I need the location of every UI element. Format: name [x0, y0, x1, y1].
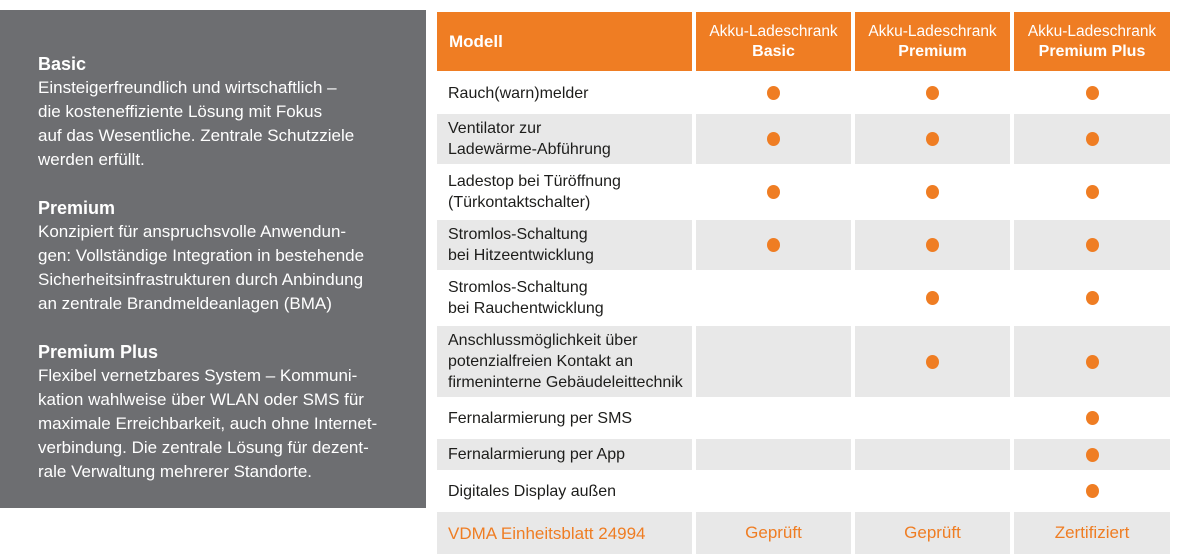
included-dot-icon: [1085, 185, 1099, 199]
included-dot-icon: [1085, 86, 1099, 100]
included-dot-icon: [1085, 238, 1099, 252]
certification-cell: Geprüft: [855, 512, 1010, 554]
header-cell-modell: Modell: [437, 12, 692, 71]
certification-cell: Geprüft: [696, 512, 851, 554]
feature-not-included-cell: [696, 473, 851, 509]
included-dot-icon: [1085, 447, 1099, 462]
feature-not-included-cell: [696, 400, 851, 436]
included-dot-icon: [767, 185, 780, 199]
feature-not-included-cell: [855, 439, 1010, 470]
model-name-line1: Akku-Ladeschrank: [868, 22, 997, 40]
feature-not-included-cell: [696, 273, 851, 323]
feature-not-included-cell: [696, 326, 851, 397]
table-row: VDMA Einheitsblatt 24994 Geprüft Geprüft Ze…: [437, 512, 1170, 554]
included-dot-icon: [926, 185, 939, 199]
model-name-line1: Akku-Ladeschrank: [1027, 22, 1157, 40]
feature-included-cell: [855, 114, 1010, 164]
included-dot-icon: [926, 86, 939, 100]
feature-included-cell: [696, 167, 851, 217]
feature-included-cell: [855, 167, 1010, 217]
feature-not-included-cell: [855, 473, 1010, 509]
included-dot-icon: [767, 86, 780, 100]
included-dot-icon: [926, 238, 939, 252]
feature-included-cell: [855, 75, 1010, 111]
included-dot-icon: [1085, 132, 1099, 146]
feature-included-cell: [696, 220, 851, 270]
model-name-line2: Premium: [898, 42, 967, 60]
included-dot-icon: [1085, 411, 1099, 425]
feature-label: Stromlos-Schaltung bei Rauchentwicklung: [448, 279, 604, 317]
feature-label: Stromlos-Schaltung bei Hitzeentwicklung: [437, 220, 692, 270]
section-title-basic: Basic: [38, 54, 87, 74]
section-title-premium: Premium: [38, 198, 116, 218]
feature-included-cell: [1014, 439, 1170, 470]
table-row: Rauch(warn)melder: [437, 75, 1170, 111]
header-cell-premium-plus: Akku-Ladeschrank Premium Plus: [1014, 12, 1170, 71]
included-dot-icon: [926, 291, 939, 305]
feature-label: Ventilator zur Ladewärme-Abführung: [437, 114, 692, 164]
model-description-panel: Basic Einsteigerfreundlich und wirtschaf…: [0, 10, 426, 508]
model-name-line2: Basic: [752, 42, 795, 60]
section-body-premium-plus: Flexibel vernetzbares System – Kommuni- …: [38, 366, 378, 481]
feature-label: VDMA Einheitsblatt 24994: [437, 512, 692, 554]
feature-label: Anschlussmöglichkeit über potenzialfreie…: [437, 326, 692, 397]
feature-included-cell: [1014, 400, 1170, 436]
feature-included-cell: [696, 114, 851, 164]
included-dot-icon: [767, 132, 780, 146]
table-row: Digitales Display außen: [437, 473, 1170, 509]
table-row: Anschlussmöglichkeit über potenzialfreie…: [437, 326, 1170, 397]
feature-label: Ladestop bei Türöffnung (Türkontaktschal…: [448, 173, 621, 211]
table-body: Rauch(warn)melder Ventilator zur Ladewärm…: [437, 75, 1170, 554]
table-row: Ventilator zur Ladewärme-Abführung: [437, 114, 1170, 164]
table-row: Stromlos-Schaltung bei Hitzeentwicklung: [437, 220, 1170, 270]
feature-included-cell: [696, 75, 851, 111]
feature-label: Rauch(warn)melder: [448, 84, 589, 102]
included-dot-icon: [1085, 291, 1099, 305]
section-body-premium: Konzipiert für anspruchsvolle Anwendun- …: [38, 222, 365, 313]
feature-included-cell: [1014, 114, 1170, 164]
table-row: Fernalarmierung per SMS: [437, 400, 1170, 436]
feature-label: Fernalarmierung per SMS: [448, 409, 633, 427]
header-cell-premium: Akku-Ladeschrank Premium: [855, 12, 1010, 71]
header-cell-basic: Akku-Ladeschrank Basic: [696, 12, 851, 71]
table-row: Fernalarmierung per App: [437, 439, 1170, 470]
model-comparison-table: Modell Akku-Ladeschrank Basic Akku-Lades…: [437, 12, 1170, 557]
feature-included-cell: [855, 326, 1010, 397]
included-dot-icon: [926, 354, 939, 369]
model-name-line2: Premium Plus: [1038, 42, 1146, 60]
included-dot-icon: [1085, 354, 1099, 369]
feature-included-cell: [1014, 326, 1170, 397]
table-row: Ladestop bei Türöffnung (Türkontaktschal…: [437, 167, 1170, 217]
feature-included-cell: [1014, 167, 1170, 217]
feature-included-cell: [1014, 273, 1170, 323]
feature-included-cell: [855, 220, 1010, 270]
feature-label: Fernalarmierung per App: [437, 439, 692, 470]
included-dot-icon: [767, 238, 780, 252]
certification-cell: Zertifiziert: [1014, 512, 1170, 554]
feature-not-included-cell: [696, 439, 851, 470]
included-dot-icon: [1085, 484, 1099, 498]
feature-included-cell: [1014, 220, 1170, 270]
model-name-line1: Akku-Ladeschrank: [709, 22, 838, 40]
feature-included-cell: [1014, 75, 1170, 111]
section-title-premium-plus: Premium Plus: [38, 342, 159, 362]
feature-included-cell: [1014, 473, 1170, 509]
section-body-basic: Einsteigerfreundlich und wirtschaftlich …: [38, 78, 355, 169]
included-dot-icon: [926, 132, 939, 146]
feature-not-included-cell: [855, 400, 1010, 436]
table-row: Stromlos-Schaltung bei Rauchentwicklung: [437, 273, 1170, 323]
feature-label: Digitales Display außen: [448, 482, 617, 500]
table-header-row: Modell Akku-Ladeschrank Basic Akku-Lades…: [437, 12, 1170, 71]
feature-included-cell: [855, 273, 1010, 323]
